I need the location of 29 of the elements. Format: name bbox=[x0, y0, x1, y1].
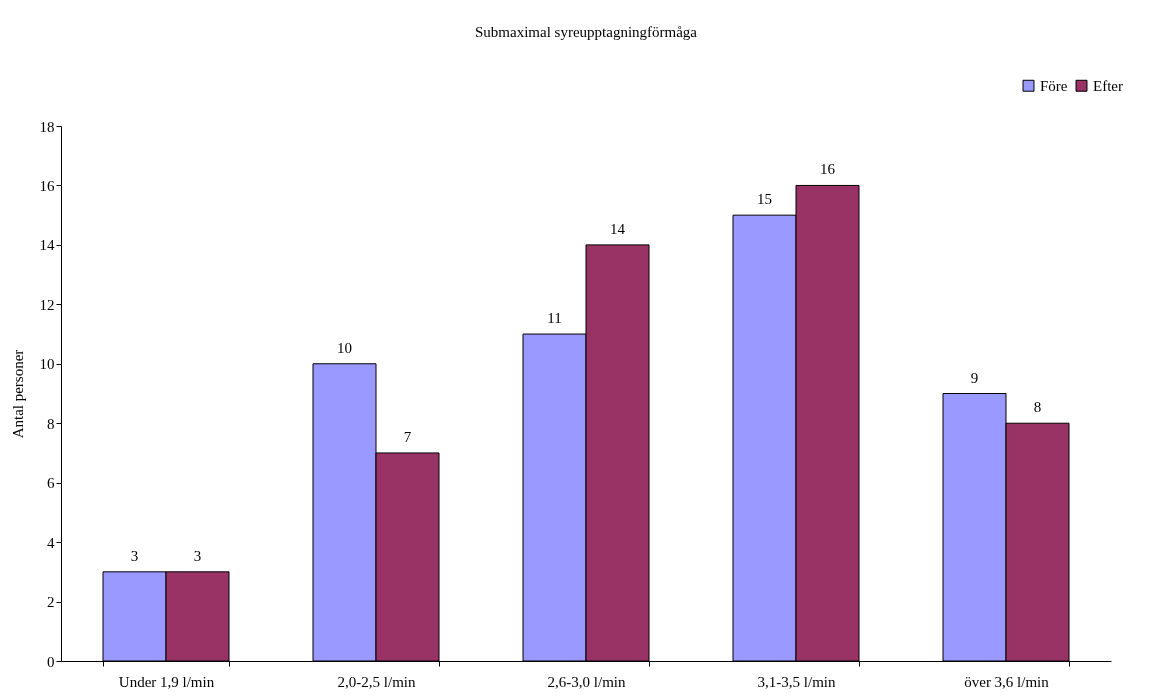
data-label: 14 bbox=[610, 220, 626, 237]
x-tick-label: 2,6-3,0 l/min bbox=[547, 673, 626, 690]
y-tick-label: 16 bbox=[39, 177, 55, 194]
y-tick-label: 2 bbox=[47, 594, 55, 611]
y-tick-label: 0 bbox=[47, 653, 55, 670]
data-label: 15 bbox=[757, 191, 772, 208]
x-tick-label: 3,1-3,5 l/min bbox=[757, 673, 836, 690]
y-tick-label: 4 bbox=[47, 534, 55, 551]
data-label: 10 bbox=[337, 339, 352, 356]
y-tick-label: 6 bbox=[47, 475, 55, 492]
data-label: 9 bbox=[970, 369, 979, 386]
legend-label: Före bbox=[1040, 77, 1068, 94]
y-tick-label: 12 bbox=[39, 296, 55, 313]
y-tick-label: 10 bbox=[39, 356, 55, 373]
x-tick-label: över 3,6 l/min bbox=[964, 673, 1050, 690]
data-label: 3 bbox=[130, 547, 139, 564]
data-label: 16 bbox=[820, 161, 836, 178]
chart-title: Submaximal syreupptagningförmåga bbox=[474, 24, 698, 40]
legend-label: Efter bbox=[1093, 77, 1123, 94]
x-tick-label: 2,0-2,5 l/min bbox=[337, 673, 416, 690]
data-label: 3 bbox=[193, 547, 202, 564]
data-label: 8 bbox=[1033, 399, 1042, 416]
data-label: 11 bbox=[547, 310, 562, 327]
x-tick-label: Under 1,9 l/min bbox=[118, 673, 215, 690]
y-tick-label: 14 bbox=[39, 237, 55, 254]
y-tick-label: 8 bbox=[47, 415, 55, 432]
y-axis-title: Antal personer bbox=[9, 349, 26, 439]
y-tick-label: 18 bbox=[39, 118, 55, 135]
data-label: 7 bbox=[403, 428, 412, 445]
